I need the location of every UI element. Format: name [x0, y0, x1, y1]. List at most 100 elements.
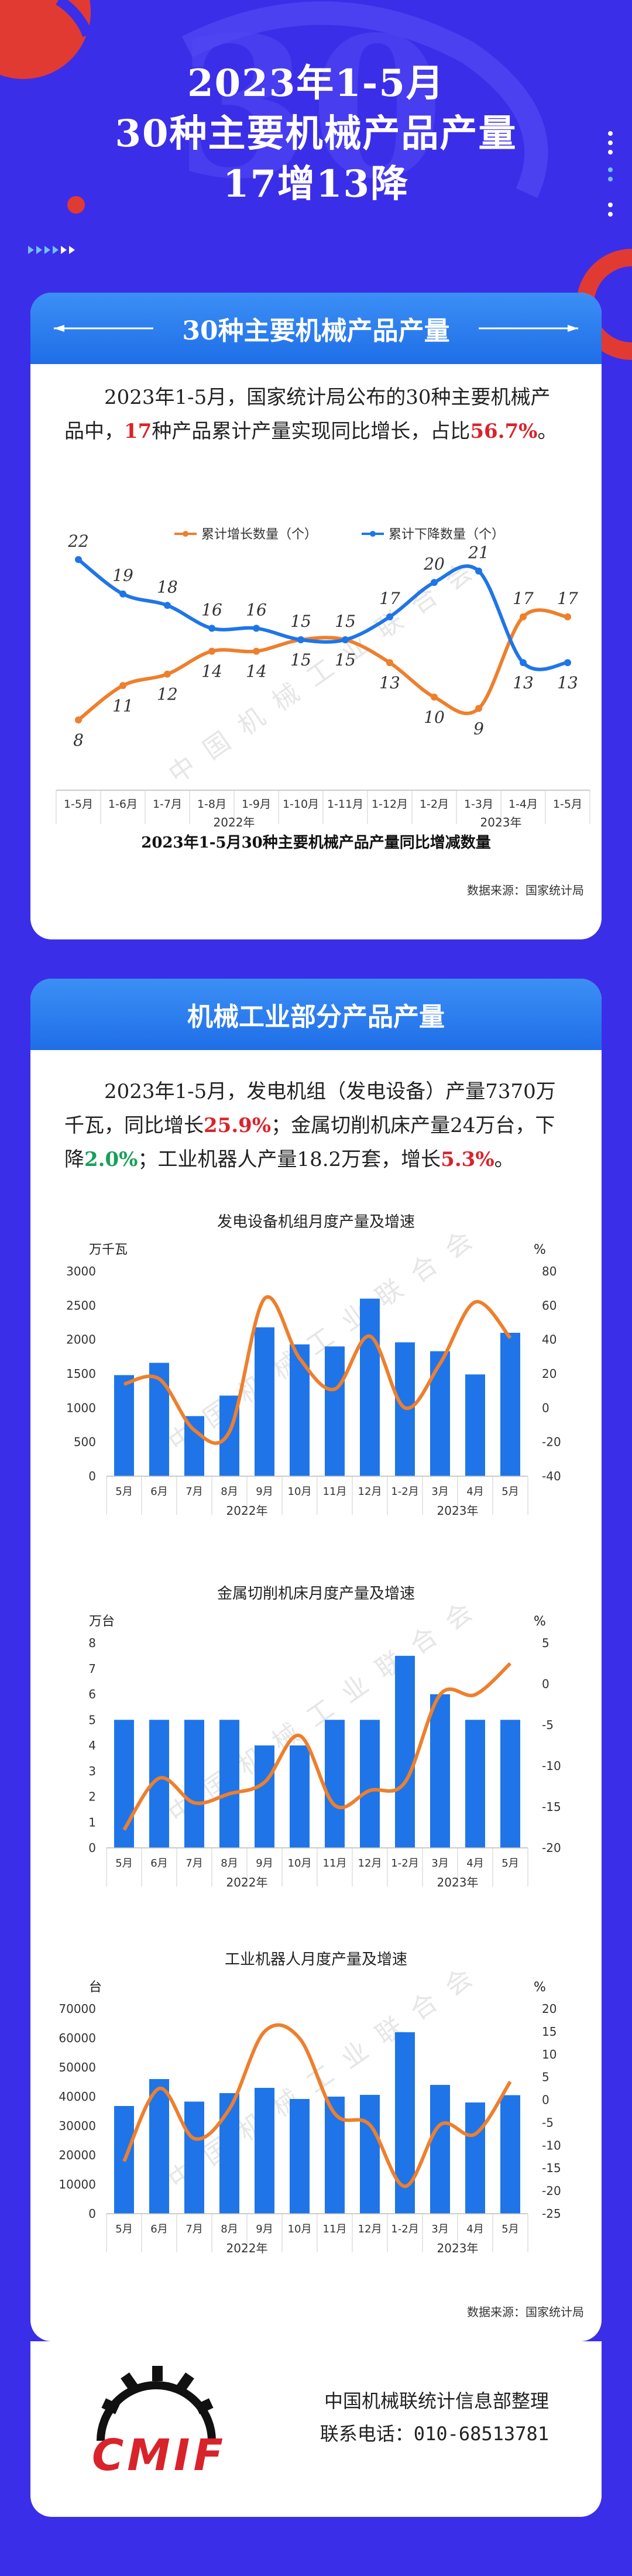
bar-10	[465, 1720, 485, 1848]
growth-line	[122, 2023, 512, 2189]
bar-2	[184, 1416, 204, 1476]
para1-highlight-percent: 56.7%	[470, 420, 538, 443]
series-1-point-3	[208, 625, 215, 632]
series-1-point-6	[342, 636, 349, 643]
dots-decoration-right	[608, 131, 613, 217]
y2-tick-label-6: 80	[542, 1264, 557, 1278]
series-1-label-3: 16	[201, 600, 222, 619]
bar-1	[149, 2079, 169, 2214]
series-0-label-4: 14	[246, 662, 267, 681]
bar-0	[114, 1375, 134, 1476]
series-1-point-9	[475, 567, 482, 575]
bar-6	[325, 1346, 345, 1476]
y-tick-label-8: 8	[88, 1636, 96, 1650]
series-1-label-5: 15	[290, 612, 311, 631]
y2-tick-label-2: -15	[542, 2161, 561, 2175]
x-tick-label-7: 12月	[358, 1486, 382, 1498]
x-tick-label-5: 10月	[288, 1486, 312, 1498]
y2-tick-label-4: 0	[542, 1677, 549, 1691]
bar-2	[184, 1720, 204, 1848]
x-tick-label-3: 8月	[221, 1486, 238, 1498]
arrow-decoration-left	[28, 246, 75, 254]
y2-tick-label-6: 5	[542, 2070, 549, 2084]
y2-axis-unit: %	[534, 1614, 546, 1629]
y-tick-label-4: 2000	[66, 1333, 96, 1347]
series-1-point-2	[164, 602, 171, 609]
y2-tick-label-9: 20	[542, 2002, 557, 2016]
series-0-label-6: 15	[335, 650, 356, 670]
section-2-heading: 机械工业部分产品产量	[187, 1002, 445, 1032]
x-tick-label-10: 4月	[466, 2223, 483, 2235]
section-1-source: 数据来源：国家统计局	[467, 883, 584, 897]
header-arrow-lines	[54, 325, 578, 332]
y2-tick-label-1: -15	[542, 1800, 561, 1814]
x-tick-label-8: 1-2月	[420, 798, 449, 811]
series-0-point-0	[75, 716, 82, 723]
y-tick-label-7: 7	[88, 1662, 96, 1676]
y-tick-label-2: 20000	[59, 2148, 96, 2162]
y2-tick-label-5: 5	[542, 1636, 549, 1650]
bar-9	[430, 2085, 450, 2214]
series-0-point-11	[564, 613, 571, 620]
y-tick-label-2: 2	[88, 1790, 96, 1804]
bar-11	[500, 2095, 520, 2214]
year-label-0: 2022年	[226, 2241, 268, 2255]
x-tick-label-2: 7月	[186, 1857, 202, 1870]
legend-label-1: 累计下降数量（个）	[389, 527, 504, 542]
bar-6	[325, 1720, 345, 1848]
x-tick-label-0: 1-5月	[64, 798, 93, 811]
series-0-point-4	[253, 647, 260, 655]
section-2-paragraph: 2023年1-5月，发电机组（发电设备）产量7370万千瓦，同比增长25.9%；…	[30, 1050, 602, 1176]
series-1-label-0: 22	[67, 531, 89, 551]
y2-tick-label-4: -5	[542, 2115, 554, 2129]
x-tick-label-10: 4月	[466, 1486, 483, 1498]
series-0-point-9	[475, 705, 482, 712]
series-0-label-8: 10	[424, 708, 445, 727]
para2-growth-robot: 5.3%	[441, 1148, 494, 1171]
series-1-point-0	[75, 556, 82, 563]
y-tick-label-6: 60000	[59, 2031, 96, 2045]
y-tick-label-5: 50000	[59, 2060, 96, 2074]
para2-growth-generator: 25.9%	[204, 1114, 272, 1137]
section-1-heading: 30种主要机械产品产量	[182, 316, 450, 346]
para2-decline-machine-tool: 2.0%	[84, 1148, 138, 1171]
x-tick-label-7: 12月	[358, 1857, 382, 1870]
y2-tick-label-0: -20	[542, 1841, 561, 1855]
series-1-label-2: 18	[157, 577, 178, 596]
year-label-1: 2023年	[437, 1504, 479, 1518]
footer-card: CMIF 中国机械联统计信息部整理 联系电话：010-68513781	[30, 2341, 602, 2517]
x-tick-label-6: 1-11月	[327, 798, 363, 811]
chart-title: 工业机器人月度产量及增速	[225, 1951, 407, 1968]
x-tick-label-1: 6月	[150, 1486, 167, 1498]
y-tick-label-4: 40000	[59, 2090, 96, 2104]
x-tick-label-8: 1-2月	[391, 1486, 418, 1498]
x-tick-label-4: 9月	[256, 1857, 273, 1870]
hero-title: 2023年1-5月 30种主要机械产品产量 17增13降	[0, 59, 632, 210]
x-tick-label-8: 1-2月	[391, 1857, 418, 1870]
bar-11	[500, 1333, 520, 1476]
x-tick-label-0: 5月	[115, 2223, 132, 2235]
x-tick-label-1: 6月	[150, 2223, 167, 2235]
year-label-1: 2023年	[437, 2241, 479, 2255]
series-0-label-9: 9	[473, 719, 484, 738]
para1-highlight-17: 17	[124, 420, 152, 443]
x-tick-label-4: 9月	[256, 2223, 273, 2235]
series-0-point-7	[386, 659, 393, 667]
chart-title: 2023年1-5月30种主要机械产品产量同比增减数量	[141, 833, 491, 852]
corner-red-circle	[0, 0, 91, 79]
x-tick-label-5: 10月	[288, 1857, 312, 1870]
year-label-0: 2022年	[214, 815, 255, 829]
y-tick-label-2: 1000	[66, 1401, 96, 1415]
legend-marker-0	[183, 531, 188, 537]
y-tick-label-1: 1	[88, 1815, 96, 1829]
x-tick-label-2: 7月	[186, 1486, 202, 1498]
series-1-point-8	[431, 579, 438, 586]
bar-9	[430, 1351, 450, 1476]
bar-7	[360, 1298, 380, 1476]
series-1-point-11	[564, 659, 571, 667]
x-tick-label-5: 1-10月	[283, 798, 319, 811]
footer-phone: 联系电话：010-68513781	[320, 2423, 549, 2445]
series-1-point-5	[297, 636, 304, 643]
x-tick-label-10: 1-4月	[509, 798, 538, 811]
series-1-point-10	[520, 659, 527, 667]
